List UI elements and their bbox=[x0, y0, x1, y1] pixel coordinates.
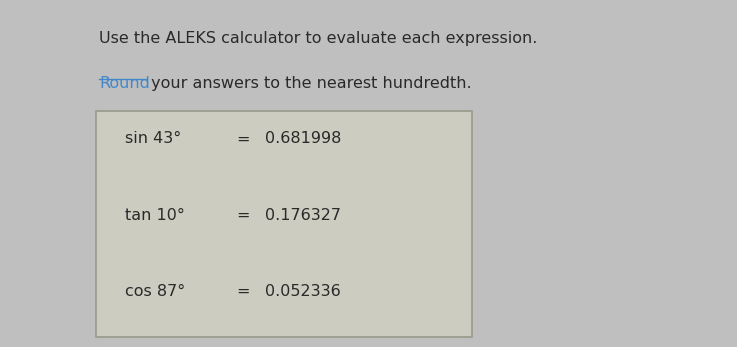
Text: 0.681998: 0.681998 bbox=[265, 131, 342, 146]
Text: =: = bbox=[237, 208, 250, 223]
Text: =: = bbox=[237, 131, 250, 146]
Text: your answers to the nearest hundredth.: your answers to the nearest hundredth. bbox=[146, 76, 472, 91]
FancyBboxPatch shape bbox=[96, 111, 472, 337]
Text: cos 87°: cos 87° bbox=[125, 284, 186, 299]
Text: Round: Round bbox=[99, 76, 150, 91]
Text: Use the ALEKS calculator to evaluate each expression.: Use the ALEKS calculator to evaluate eac… bbox=[99, 31, 538, 46]
Text: sin 43°: sin 43° bbox=[125, 131, 181, 146]
Text: tan 10°: tan 10° bbox=[125, 208, 185, 223]
Text: 0.052336: 0.052336 bbox=[265, 284, 341, 299]
Text: 0.176327: 0.176327 bbox=[265, 208, 341, 223]
Text: =: = bbox=[237, 284, 250, 299]
